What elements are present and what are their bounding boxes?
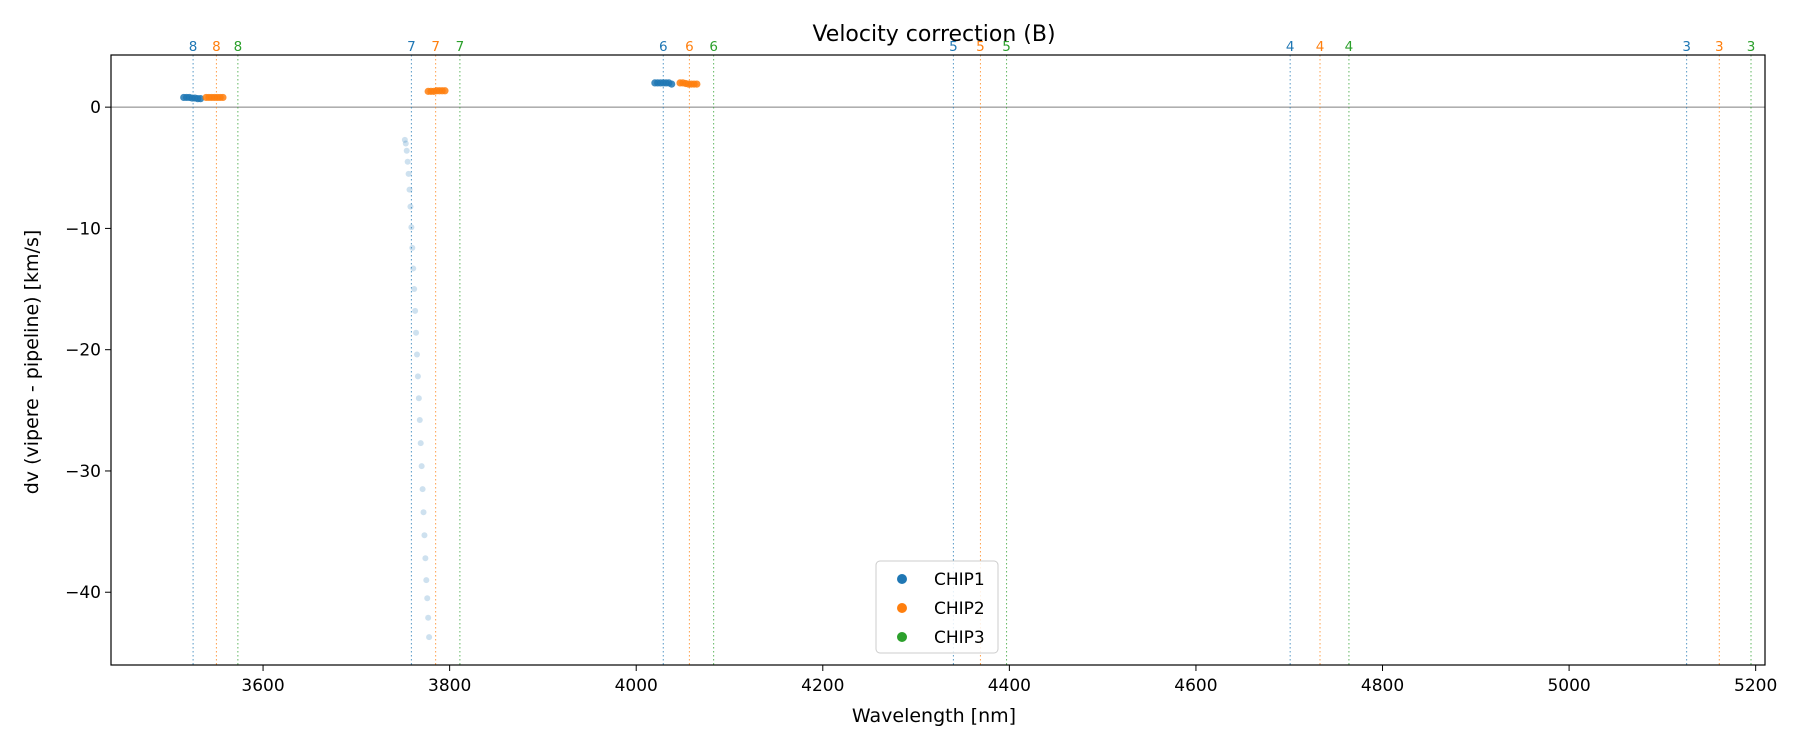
data-point-chip1 xyxy=(408,224,415,231)
y-axis-label: dv (vipere - pipeline) [km/s] xyxy=(21,230,43,495)
data-point-chip1 xyxy=(418,463,425,470)
data-point-chip1 xyxy=(668,80,676,88)
data-point-chip1 xyxy=(413,329,420,336)
chart-title: Velocity correction (B) xyxy=(812,22,1055,47)
data-point-chip1 xyxy=(414,373,421,380)
data-point-chip1 xyxy=(402,140,409,147)
order-label-chip3: 3 xyxy=(1747,39,1756,55)
order-label-chip1: 5 xyxy=(949,39,958,55)
data-point-chip2 xyxy=(693,80,701,88)
order-label-chip3: 4 xyxy=(1345,39,1354,55)
data-point-chip1 xyxy=(401,136,408,143)
data-point-chip1 xyxy=(412,307,419,314)
legend: CHIP1 CHIP2 CHIP3 xyxy=(875,560,999,654)
order-label-chip3: 7 xyxy=(456,39,465,55)
y-tick-label: 0 xyxy=(90,98,101,118)
order-label-chip2: 5 xyxy=(976,39,985,55)
order-label-chip1: 4 xyxy=(1286,39,1295,55)
x-tick-label: 4200 xyxy=(801,676,844,696)
y-tick-label: −30 xyxy=(65,462,101,482)
order-label-chip1: 8 xyxy=(189,39,198,55)
data-point-chip1 xyxy=(423,577,430,584)
data-point-chip1 xyxy=(406,186,413,193)
legend-label-chip1: CHIP1 xyxy=(934,570,985,590)
data-point-chip1 xyxy=(421,532,428,539)
x-tick-label: 5000 xyxy=(1547,676,1590,696)
order-label-chip3: 8 xyxy=(234,39,243,55)
data-point-chip1 xyxy=(411,286,418,293)
x-tick-label: 5200 xyxy=(1734,676,1777,696)
x-tick-label: 4600 xyxy=(1174,676,1217,696)
data-point-chip1 xyxy=(425,614,432,621)
legend-marker-chip2 xyxy=(897,603,907,613)
legend-marker-chip1 xyxy=(897,574,907,584)
data-point-chip1 xyxy=(420,509,427,516)
data-point-chip1 xyxy=(410,265,417,272)
data-point-chip1 xyxy=(415,395,422,402)
order-label-chip2: 6 xyxy=(685,39,694,55)
legend-label-chip3: CHIP3 xyxy=(934,628,985,648)
x-tick-label: 3800 xyxy=(428,676,471,696)
data-point-chip1 xyxy=(413,351,420,358)
data-point-chip1 xyxy=(405,170,412,177)
x-tick-label: 4000 xyxy=(615,676,658,696)
data-point-chip1 xyxy=(426,634,433,641)
order-label-chip1: 3 xyxy=(1682,39,1691,55)
order-label-chip2: 4 xyxy=(1316,39,1325,55)
legend-marker-chip3 xyxy=(897,632,907,642)
data-point-chip1 xyxy=(424,595,431,602)
data-point-chip1 xyxy=(409,244,416,251)
y-tick-label: −20 xyxy=(65,341,101,361)
order-label-chip1: 6 xyxy=(659,39,668,55)
plot-area: 8 7 6 5 4 3 8 7 6 5 4 3 8 7 6 5 4 3 3600 3800 4000 4200 4400 46… xyxy=(65,39,1777,696)
x-axis-label: Wavelength [nm] xyxy=(852,705,1016,727)
order-label-chip2: 8 xyxy=(212,39,221,55)
x-tick-label: 4800 xyxy=(1361,676,1404,696)
data-point-chip2 xyxy=(219,93,227,102)
order-label-chip1: 7 xyxy=(407,39,416,55)
data-point-chip1 xyxy=(419,486,426,493)
data-point-chip1 xyxy=(417,440,424,447)
x-tick-label: 4400 xyxy=(988,676,1031,696)
order-label-chip2: 3 xyxy=(1715,39,1724,55)
order-label-chip2: 7 xyxy=(431,39,440,55)
data-point-chip1 xyxy=(403,147,410,154)
y-tick-label: −40 xyxy=(65,583,101,603)
data-point-chip1 xyxy=(404,158,411,165)
data-point-chip2 xyxy=(441,87,449,95)
legend-label-chip2: CHIP2 xyxy=(934,599,985,619)
order-label-chip3: 5 xyxy=(1002,39,1011,55)
axes-frame xyxy=(110,54,1766,666)
y-tick-label: −10 xyxy=(65,219,101,239)
data-point-chip1 xyxy=(422,555,429,562)
legend-box xyxy=(875,560,999,654)
data-point-chip1 xyxy=(196,95,205,103)
x-tick-label: 3600 xyxy=(241,676,284,696)
order-label-chip3: 6 xyxy=(709,39,718,55)
data-point-chip1 xyxy=(407,203,414,210)
data-point-chip1 xyxy=(416,417,423,424)
